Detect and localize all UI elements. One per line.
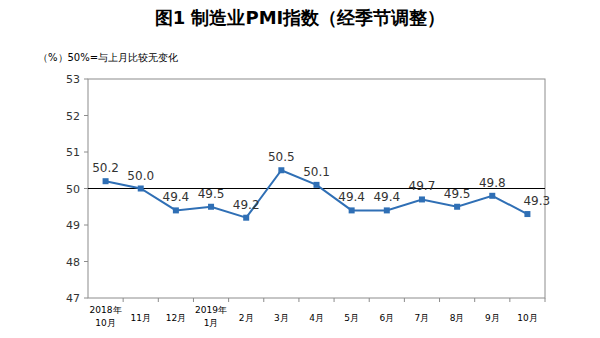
y-label: （%）50%=与上月比较无变化 — [38, 52, 178, 63]
x-tick — [369, 298, 370, 302]
x-tick-label-line: 4月 — [309, 313, 324, 323]
y-tick-label: 48 — [66, 256, 80, 269]
x-tick — [404, 298, 405, 302]
marker — [314, 182, 320, 188]
data-label: 49.7 — [409, 179, 436, 193]
x-tick-label: 8月 — [450, 313, 465, 323]
x-tick-label-line: 10月 — [95, 318, 115, 328]
marker — [384, 207, 390, 213]
x-tick — [193, 298, 194, 302]
x-tick — [298, 298, 299, 302]
x-tick-label: 5月 — [344, 313, 359, 323]
y-tick — [84, 261, 88, 262]
x-tick — [123, 298, 124, 302]
x-tick-label-line: 5月 — [344, 313, 359, 323]
marker — [243, 215, 249, 221]
x-tick-label: 6月 — [379, 313, 394, 323]
data-label: 50.2 — [92, 161, 119, 175]
data-label: 49.4 — [373, 190, 400, 204]
marker — [208, 204, 214, 210]
marker — [454, 204, 460, 210]
data-label: 49.4 — [163, 190, 190, 204]
title: 图1 制造业PMI指数（经季节调整） — [155, 7, 446, 28]
x-tick-label-line: 10月 — [517, 313, 537, 323]
marker — [349, 207, 355, 213]
y-tick — [84, 298, 88, 299]
x-tick-label-line: 6月 — [379, 313, 394, 323]
x-tick-label-line: 1月 — [204, 318, 219, 328]
y-tick-label: 50 — [66, 183, 80, 196]
x-tick-label: 2月 — [239, 313, 254, 323]
marker — [524, 211, 530, 217]
y-tick-label: 49 — [66, 219, 80, 232]
y-tick-label: 53 — [66, 73, 80, 86]
y-tick — [84, 225, 88, 226]
x-tick-label: 9月 — [485, 313, 500, 323]
x-tick — [263, 298, 264, 302]
x-tick — [439, 298, 440, 302]
plot-frame — [88, 79, 545, 298]
x-tick-label-line: 9月 — [485, 313, 500, 323]
x-tick-label-line: 2018年 — [90, 305, 122, 315]
y-tick — [84, 115, 88, 116]
x-tick-label-line: 2月 — [239, 313, 254, 323]
data-label: 50.5 — [268, 150, 295, 164]
x-tick-label: 2018年 10月 — [90, 305, 122, 328]
data-label: 49.5 — [198, 187, 225, 201]
y-tick-label: 51 — [66, 146, 80, 159]
marker — [173, 207, 179, 213]
x-tick-label-line: 8月 — [450, 313, 465, 323]
x-tick-label: 3月 — [274, 313, 289, 323]
data-label: 49.3 — [523, 194, 550, 208]
x-tick-label-line: 2019年 — [195, 305, 227, 315]
x-axis — [88, 188, 545, 189]
x-tick-label-line: 12月 — [166, 313, 186, 323]
data-label: 49.4 — [338, 190, 365, 204]
x-tick — [509, 298, 510, 302]
x-tick-label: 4月 — [309, 313, 324, 323]
marker — [103, 178, 109, 184]
data-label: 49.5 — [444, 187, 471, 201]
x-tick-label: 7月 — [415, 313, 430, 323]
x-tick-label-line: 3月 — [274, 313, 289, 323]
y-tick — [84, 188, 88, 189]
x-tick — [334, 298, 335, 302]
x-tick-label: 12月 — [166, 313, 186, 323]
marker — [419, 196, 425, 202]
y-tick — [84, 79, 88, 80]
data-label: 49.2 — [233, 198, 260, 212]
chart: 图1 制造业PMI指数（经季节调整） （%）50%=与上月比较无变化 47 48 49 5… — [0, 0, 600, 338]
marker — [138, 186, 144, 192]
x-tick-label-line: 11月 — [131, 313, 151, 323]
marker — [489, 193, 495, 199]
marker — [278, 167, 284, 173]
x-tick — [158, 298, 159, 302]
data-label: 50.1 — [303, 165, 330, 179]
y-tick-label: 52 — [66, 110, 80, 123]
data-label: 50.0 — [127, 169, 154, 183]
x-tick-label: 11月 — [131, 313, 151, 323]
x-tick-label: 2019年 1月 — [195, 305, 227, 328]
x-tick — [474, 298, 475, 302]
y-tick — [84, 152, 88, 153]
x-tick — [228, 298, 229, 302]
x-tick — [545, 298, 546, 302]
x-tick-label-line: 7月 — [415, 313, 430, 323]
data-label: 49.8 — [479, 176, 506, 190]
y-tick-label: 47 — [66, 292, 80, 305]
x-tick-label: 10月 — [517, 313, 537, 323]
